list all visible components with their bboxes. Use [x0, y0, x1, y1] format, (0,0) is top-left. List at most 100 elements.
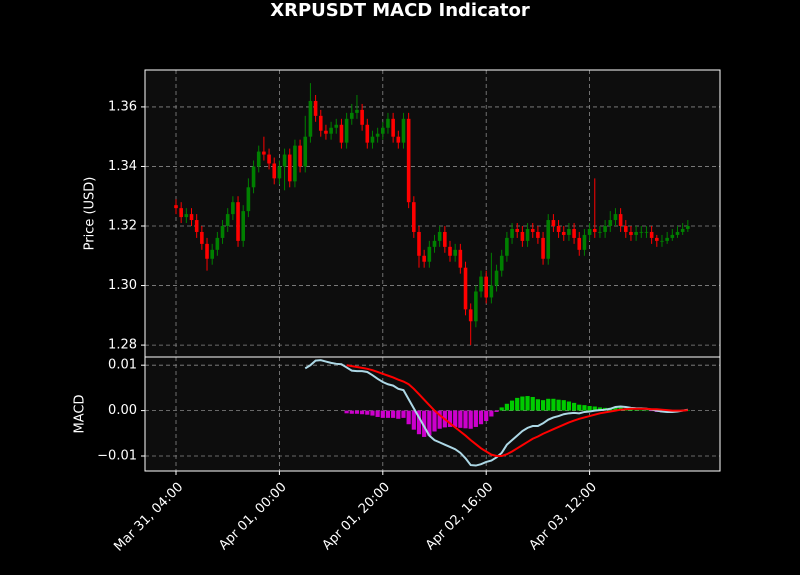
candle-body [282, 154, 287, 167]
candle-body [241, 211, 246, 241]
histogram-bar [365, 410, 370, 415]
x-tick-label: Apr 02, 16:00 [423, 480, 496, 553]
candle-body [463, 267, 468, 310]
y-tick-label: 1.28 [108, 338, 137, 353]
candle-body [582, 234, 587, 250]
histogram-bar [396, 410, 401, 419]
candle-body [334, 124, 339, 128]
histogram-bar [613, 406, 618, 411]
histogram-bar [447, 410, 453, 427]
candle-body [468, 309, 473, 322]
candle-body [603, 226, 607, 232]
y-axis-label: Price (USD) [83, 177, 98, 251]
histogram-bar [437, 410, 442, 429]
candle-body [458, 249, 463, 268]
candle-body [391, 118, 395, 137]
histogram-bar [515, 397, 520, 411]
histogram-bar [639, 410, 644, 411]
candle-body [401, 118, 406, 143]
candle-body [448, 246, 452, 256]
histogram-bar [649, 410, 654, 412]
x-tick-label: Mar 31, 04:00 [111, 480, 186, 555]
candle-body [246, 187, 251, 212]
histogram-bar [504, 403, 509, 411]
y-tick-label: −0.01 [97, 449, 137, 464]
candle-body [623, 226, 628, 232]
histogram-bar [577, 404, 582, 411]
candle-body [349, 112, 354, 119]
candle-body [370, 136, 375, 143]
candle-body [194, 220, 199, 232]
candle-body [417, 231, 421, 256]
macd-line [346, 364, 688, 458]
histogram-bar [478, 410, 484, 425]
histogram-bar [587, 406, 592, 411]
histogram-bar [556, 399, 561, 411]
candle-body [453, 249, 457, 256]
candle-body [365, 124, 370, 143]
histogram-bar [592, 406, 597, 411]
histogram-bar [370, 410, 375, 416]
candle-body [587, 228, 592, 235]
histogram-bar [597, 407, 603, 411]
candle-body [525, 228, 530, 241]
y-axis-label: MACD [73, 395, 88, 434]
candle-body [262, 151, 266, 155]
candle-body [660, 240, 664, 242]
candle-body [210, 249, 214, 259]
candle-body [484, 276, 488, 298]
candle-body [236, 202, 240, 241]
candle-body [287, 154, 292, 182]
candle-body [422, 255, 426, 262]
candle-body [644, 231, 649, 233]
candle-body [324, 130, 328, 134]
candle-body [629, 231, 633, 235]
x-tick-label: Apr 01, 00:00 [216, 480, 289, 553]
candle-body [220, 226, 225, 238]
candle-body [665, 237, 669, 241]
histogram-bar [354, 410, 360, 414]
candle-body [174, 205, 178, 209]
candle-body [406, 118, 411, 203]
histogram-bar [525, 396, 530, 411]
histogram-bar [411, 410, 416, 430]
candle-body [293, 145, 297, 182]
candle-body [577, 237, 582, 250]
histogram-bar [509, 400, 515, 411]
histogram-bar [473, 410, 478, 427]
candle-body [360, 109, 364, 125]
histogram-bar [540, 400, 546, 411]
candle-body [179, 208, 183, 218]
candle-body [670, 234, 675, 238]
y-tick-label: 1.36 [108, 99, 137, 114]
candle-body [494, 270, 499, 286]
histogram-bar [453, 410, 458, 427]
candle-body [184, 214, 189, 218]
candle-body [344, 118, 349, 143]
candle-body [329, 127, 333, 134]
histogram-bar [561, 400, 566, 411]
candle-body [479, 276, 483, 292]
macd-line [304, 359, 689, 467]
candle-body [505, 237, 509, 256]
chart-title: XRPUSDT MACD Indicator [270, 0, 530, 21]
candle-body [313, 100, 318, 116]
candle-body [355, 109, 359, 113]
candle-body [567, 228, 571, 235]
candle-body [272, 163, 277, 179]
histogram-bar [468, 410, 473, 429]
candle-body [608, 220, 613, 227]
histogram-bar [463, 410, 468, 429]
histogram-bar [344, 410, 349, 414]
candle-body [536, 231, 540, 238]
histogram-bar [349, 410, 354, 414]
candle-body [618, 214, 623, 227]
x-tick-label: Apr 01, 20:00 [320, 480, 393, 553]
candle-body [592, 228, 597, 232]
histogram-bar [406, 410, 411, 425]
candle-body [308, 100, 313, 137]
candle-body [546, 220, 551, 259]
candle-body [499, 255, 504, 271]
histogram-bar [375, 410, 380, 417]
candle-body [598, 231, 602, 233]
